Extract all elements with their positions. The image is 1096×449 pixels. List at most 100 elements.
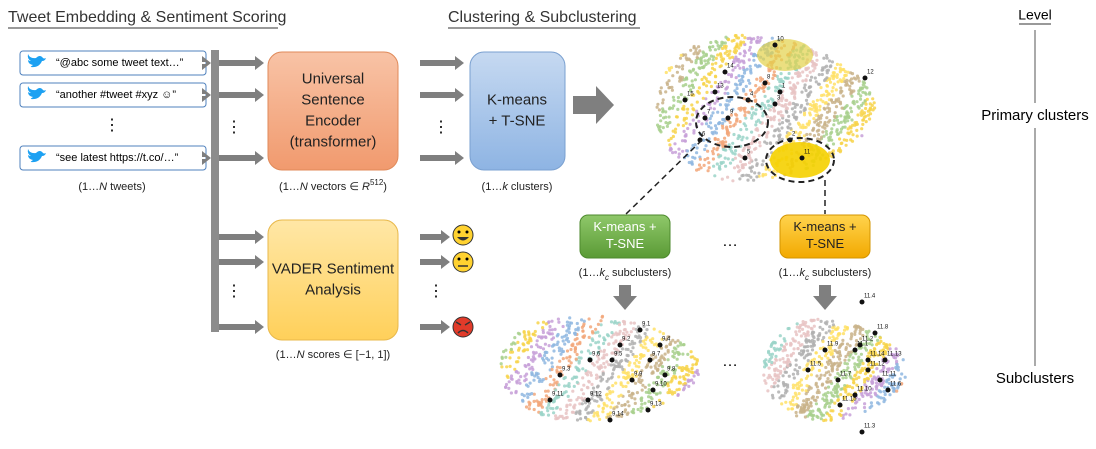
sub-kmeans-box xyxy=(779,214,871,259)
tweet-text: “another #tweet #xyz ☺” xyxy=(56,89,176,101)
cluster-center xyxy=(865,357,871,363)
cluster-center xyxy=(607,417,613,423)
ellipsis: … xyxy=(722,233,738,250)
tweet-list: “@abc some tweet text…” “another #tweet #… xyxy=(19,50,207,171)
cluster-label: 9.4 xyxy=(662,337,671,343)
cluster-center xyxy=(557,372,563,378)
cluster-center xyxy=(859,299,865,305)
vdots: ⋮ xyxy=(104,117,120,134)
arrow xyxy=(420,88,464,102)
cluster-center xyxy=(587,357,593,363)
cluster-center xyxy=(637,327,643,333)
cluster-label: 11.7 xyxy=(840,372,852,378)
cluster-label: 11.15 xyxy=(842,397,857,403)
cluster-center xyxy=(609,357,615,363)
cluster-label: 9.7 xyxy=(652,352,661,358)
box-label: T-SNE xyxy=(806,236,845,251)
cluster-label: 9.2 xyxy=(622,337,631,343)
sub-kmeans-box xyxy=(579,214,671,259)
section-title: Tweet Embedding & Sentiment Scoring xyxy=(8,9,286,26)
level-label: Primary clusters xyxy=(981,107,1089,124)
emoji-neutral xyxy=(452,251,474,273)
caption: (1…k clusters) xyxy=(482,181,553,193)
cluster-center xyxy=(657,342,663,348)
cluster-center xyxy=(852,392,858,398)
cluster-label: 6 xyxy=(702,132,706,138)
cluster-center xyxy=(865,367,871,373)
cluster-label: 11.3 xyxy=(864,424,876,430)
level-title: Level xyxy=(1018,7,1051,23)
vdots: ⋮ xyxy=(226,119,242,136)
cluster-center xyxy=(629,377,635,383)
cluster-center xyxy=(682,97,688,103)
cluster-label: 9 xyxy=(730,110,734,116)
box-label: K-means + xyxy=(593,219,656,234)
cluster-center xyxy=(835,377,841,383)
cluster-center xyxy=(852,347,858,353)
section-title: Clustering & Subclustering xyxy=(448,9,637,26)
box-labels: Universal Sentence Encoder (transformer) VAD… xyxy=(272,70,857,298)
cluster-center xyxy=(877,377,883,383)
cluster-center xyxy=(645,407,651,413)
arrow xyxy=(219,151,264,165)
arrow xyxy=(202,88,211,102)
twitter-icon xyxy=(27,149,46,163)
cluster-label: 11.2 xyxy=(862,337,874,343)
cluster-label: 9.13 xyxy=(650,402,662,408)
cluster-highlight xyxy=(765,137,835,183)
cluster-center xyxy=(805,367,811,373)
arrow xyxy=(219,230,264,244)
cluster-center xyxy=(702,115,708,121)
cluster-center xyxy=(725,115,731,121)
cluster-center xyxy=(662,372,668,378)
cluster-label: 11.12 xyxy=(870,362,885,368)
caption: (1…N scores ∈ [−1, 1]) xyxy=(276,349,390,361)
cluster-center xyxy=(650,387,656,393)
cluster-label: 9.10 xyxy=(655,382,667,388)
box-label: Universal xyxy=(302,70,365,87)
caption: (1…kc subclusters) xyxy=(579,267,672,282)
tweet-text: “@abc some tweet text…” xyxy=(56,57,184,69)
box-label: T-SNE xyxy=(606,236,645,251)
kmeans-box xyxy=(469,51,566,171)
cluster-label: 9.11 xyxy=(552,392,564,398)
cluster-center xyxy=(617,342,623,348)
cluster-label: 11.6 xyxy=(890,382,902,388)
cluster-center xyxy=(885,387,891,393)
arrow xyxy=(420,56,464,70)
cluster-label: 12 xyxy=(867,70,874,76)
cluster-center xyxy=(547,397,553,403)
cluster-center xyxy=(772,101,778,107)
twitter-icon xyxy=(27,86,46,100)
cluster-label: 11 xyxy=(804,150,811,156)
cluster-label: 11.10 xyxy=(857,387,872,393)
cluster-label: 9.14 xyxy=(612,412,624,418)
cluster-label: 3 xyxy=(777,96,781,102)
cluster-label: 5 xyxy=(747,150,751,156)
subcluster-scatter xyxy=(499,314,700,423)
box-label: Sentence xyxy=(301,91,364,108)
caption: (1…kc subclusters) xyxy=(779,267,872,282)
cluster-label: 11.9 xyxy=(827,342,839,348)
caption: (1…N vectors ∈ R512) xyxy=(279,178,387,193)
box-label: (transformer) xyxy=(290,133,377,150)
arrow xyxy=(219,56,264,70)
cluster-label: 10 xyxy=(777,37,784,43)
cluster-center xyxy=(742,155,748,161)
vdots: ⋮ xyxy=(226,283,242,300)
cluster-label: 2 xyxy=(792,132,796,138)
cluster-label: 9.3 xyxy=(562,367,571,373)
vdots: ⋮ xyxy=(433,119,449,136)
subcluster-scatter xyxy=(762,317,907,423)
cluster-label: 9.9 xyxy=(634,372,643,378)
arrow xyxy=(420,230,450,244)
cluster-label: 11.14 xyxy=(870,352,885,358)
arrow xyxy=(202,56,211,70)
cluster-label: 11.13 xyxy=(887,352,902,358)
bus-bar xyxy=(211,50,219,332)
connector xyxy=(625,139,703,215)
box-label: VADER Sentiment xyxy=(272,260,395,277)
arrow xyxy=(420,320,450,334)
cluster-center xyxy=(872,330,878,336)
